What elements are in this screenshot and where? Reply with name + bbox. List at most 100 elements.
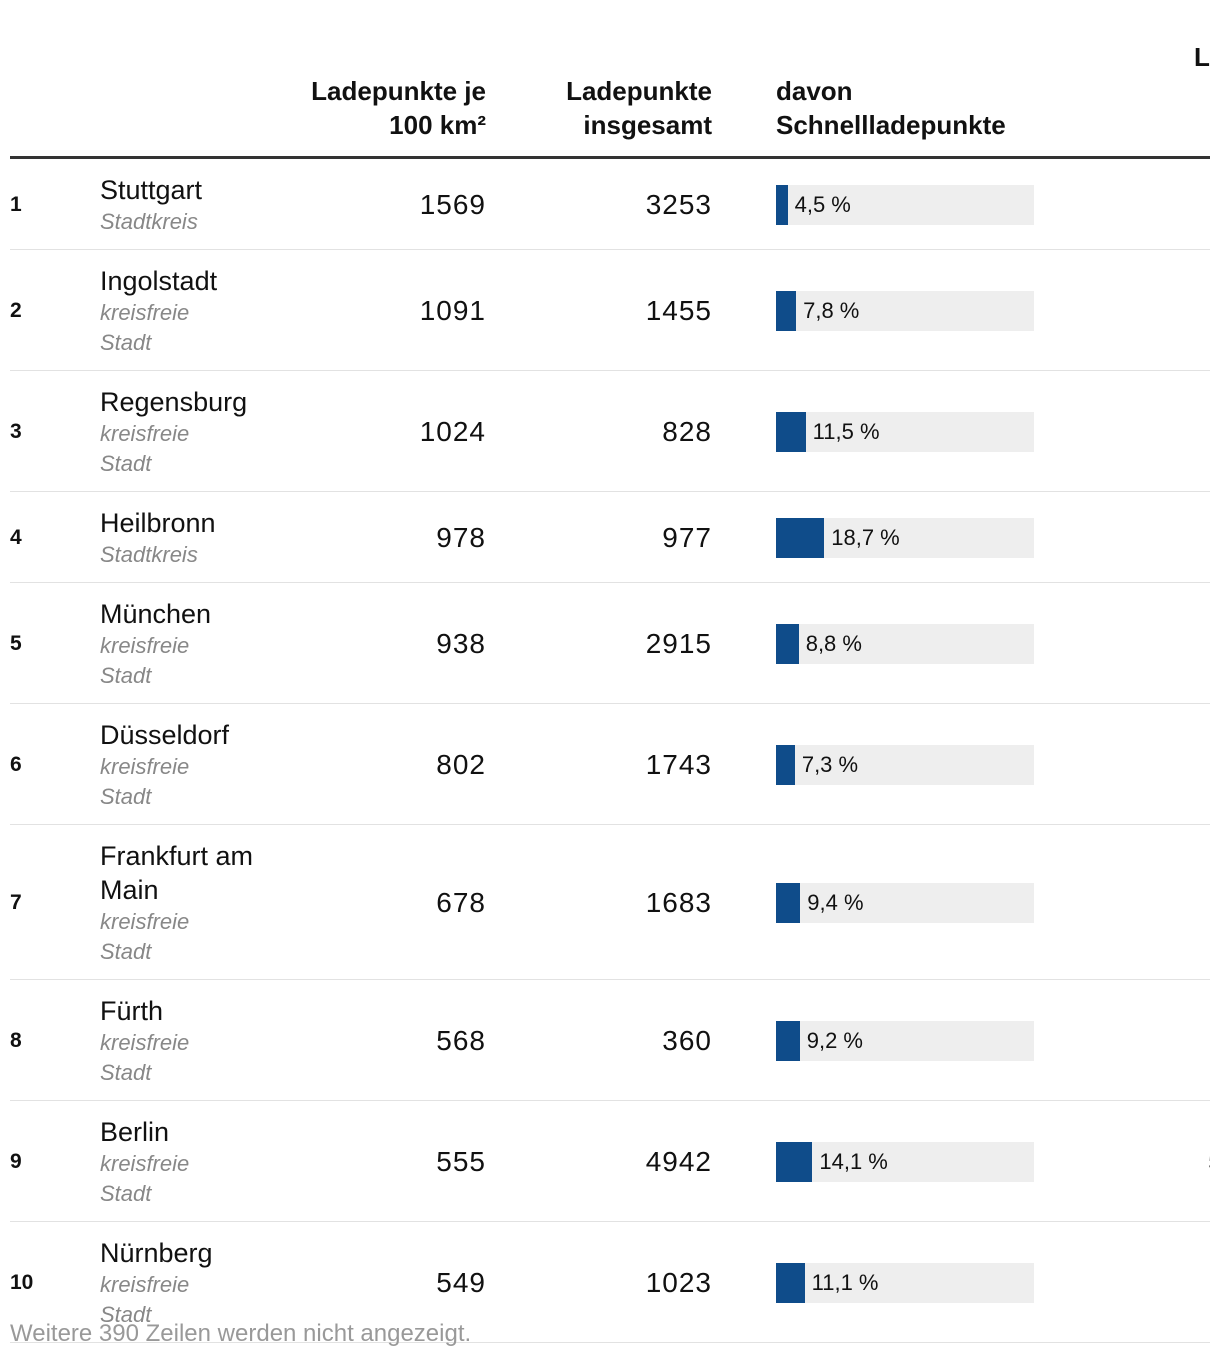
total: 4942 [486,1100,712,1222]
name-cell: Ingolstadt kreisfreie Stadt [100,249,300,371]
name-cell: Stuttgart Stadtkreis [100,157,300,250]
table-row: 2 Ingolstadt kreisfreie Stadt 1091 1455 7,8 % [10,249,1210,371]
total: 1455 [486,249,712,371]
header-cell[interactable]: Ladepunkte je 100 km² [300,40,486,159]
city-kind: kreisfreie Stadt [100,909,190,964]
rank: 3 [10,370,100,492]
bar-label: 7,8 % [803,298,860,323]
city-kind: kreisfreie Stadt [100,754,190,809]
extra-cell [1034,249,1210,371]
bar-label: 8,8 % [805,631,862,656]
header-label: Ladepun insgesa2 [1134,40,1210,142]
bar-label: 11,5 % [812,419,880,444]
city-kind: kreisfreie Stadt [100,1030,190,1085]
table-row: 3 Regensburg kreisfreie Stadt 1024 828 11,5 % [10,370,1210,492]
fast-cell: 9,2 % [712,979,1034,1101]
total: 1683 [486,824,712,980]
density: 1024 [300,370,486,492]
header-cell [10,40,100,159]
rank: 10 [10,1221,100,1343]
fast-cell: 11,1 % [712,1221,1034,1343]
bar [776,883,801,923]
extra-cell [1034,491,1210,583]
fast-cell: 11,5 % [712,370,1034,492]
bar-track: 14,1 % [776,1142,1034,1182]
bar [776,1021,800,1061]
table-row: 5 München kreisfreie Stadt 938 2915 8,8 % [10,582,1210,704]
density: 1569 [300,157,486,250]
table-row: 10 Nürnberg kreisfreie Stadt 549 1023 11,1 % [10,1221,1210,1343]
bar-label: 9,2 % [806,1028,863,1053]
table-row: 7 Frankfurt am Main kreisfreie Stadt 678 168… [10,824,1210,980]
total: 977 [486,491,712,583]
header-cell[interactable]: Ladepunkte insgesamt [486,40,712,159]
city-kind: kreisfreie Stadt [100,1151,190,1206]
header-label[interactable]: Ladepunkte je 100 km² [311,76,486,140]
bar-track: 9,4 % [776,883,1034,923]
table-row: 8 Fürth kreisfreie Stadt 568 360 9,2 % [10,979,1210,1101]
header-label[interactable]: Ladepunkte insgesamt [566,76,712,140]
name-cell: Frankfurt am Main kreisfreie Stadt [100,824,300,980]
name-cell: Heilbronn Stadtkreis [100,491,300,583]
bar [776,624,799,664]
table-row: 1 Stuttgart Stadtkreis 1569 3253 4,5 % [10,157,1210,250]
city-name: Berlin [100,1117,170,1147]
density: 978 [300,491,486,583]
bar-track: 18,7 % [776,518,1034,558]
bar-track: 4,5 % [776,185,1034,225]
city-kind: kreisfreie Stadt [100,633,190,688]
bar-label: 7,3 % [801,752,859,777]
name-cell: Nürnberg kreisfreie Stadt [100,1221,300,1343]
total: 1023 [486,1221,712,1343]
city-name: Stuttgart [100,175,203,205]
density: 568 [300,979,486,1101]
bar-label: 4,5 % [794,192,851,217]
city-name: Frankfurt am Main [100,841,254,905]
bar-track: 7,8 % [776,291,1034,331]
rank: 6 [10,703,100,825]
name-cell: Fürth kreisfreie Stadt [100,979,300,1101]
bar-track: 11,1 % [776,1263,1034,1303]
header-line: Ladepun [1194,42,1210,72]
extra-cell [1034,703,1210,825]
city-name: München [100,599,212,629]
city-name: Ingolstadt [100,266,218,296]
total: 360 [486,979,712,1101]
city-name: Fürth [100,996,164,1026]
header-cell[interactable]: davon Schnellladepunkte [712,40,1034,159]
bar [776,412,806,452]
table: Ladepunkte je 100 km² Ladepunkte insgesa… [10,40,1210,1343]
total: 2915 [486,582,712,704]
fast-cell: 8,8 % [712,582,1034,704]
name-cell: München kreisfreie Stadt [100,582,300,704]
fast-cell: 7,8 % [712,249,1034,371]
city-name: Regensburg [100,387,248,417]
extra-cell [1034,824,1210,980]
header-label[interactable]: davon Schnellladepunkte [776,76,1006,140]
bar [776,1263,805,1303]
extra-value: 5 [1208,1145,1210,1177]
density: 1091 [300,249,486,371]
total: 828 [486,370,712,492]
city-kind: kreisfreie Stadt [100,300,190,355]
bar [776,518,825,558]
fast-cell: 9,4 % [712,824,1034,980]
fast-cell: 4,5 % [712,157,1034,250]
header-line: 2 [1134,108,1210,142]
header-row: Ladepunkte je 100 km² Ladepunkte insgesa… [10,40,1210,159]
table-row: 6 Düsseldorf kreisfreie Stadt 802 1743 7,3 % [10,703,1210,825]
header-cell[interactable]: Ladepun insgesa2 [1034,40,1210,159]
density: 938 [300,582,486,704]
extra-cell [1034,1221,1210,1343]
bar-track: 7,3 % [776,745,1034,785]
bar-label: 11,1 % [811,1270,879,1295]
city-name: Nürnberg [100,1238,213,1268]
fast-cell: 18,7 % [712,491,1034,583]
density: 549 [300,1221,486,1343]
total: 1743 [486,703,712,825]
rank: 2 [10,249,100,371]
rank: 8 [10,979,100,1101]
bar-track: 8,8 % [776,624,1034,664]
